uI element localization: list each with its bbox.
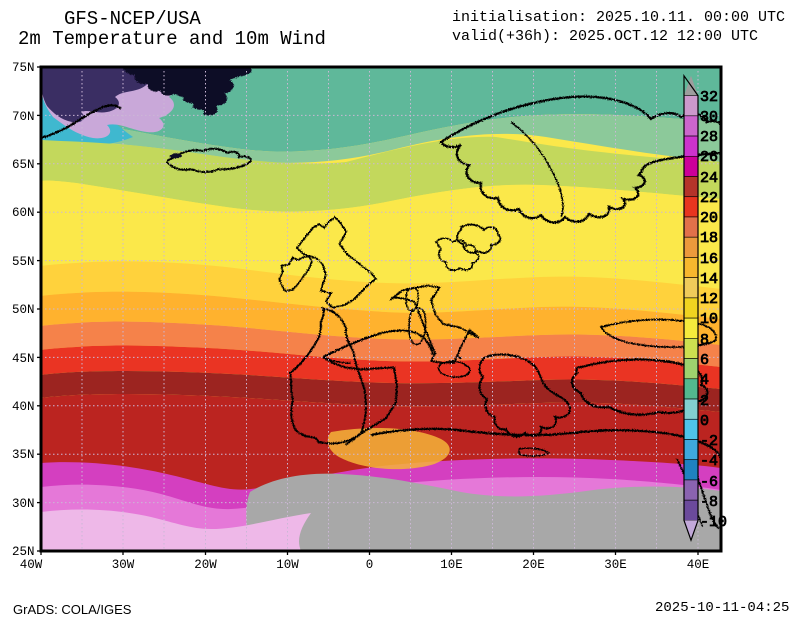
svg-text:6: 6: [700, 352, 709, 369]
svg-text:-10: -10: [700, 514, 727, 531]
svg-text:16: 16: [700, 251, 718, 268]
svg-text:30: 30: [700, 109, 718, 126]
svg-text:10E: 10E: [440, 558, 463, 572]
svg-text:25N: 25N: [12, 545, 35, 559]
svg-text:-6: -6: [700, 474, 718, 491]
svg-text:20: 20: [700, 210, 718, 227]
svg-text:0: 0: [366, 558, 374, 572]
svg-text:26: 26: [700, 149, 718, 166]
svg-text:20W: 20W: [194, 558, 217, 572]
svg-text:65N: 65N: [12, 158, 35, 172]
svg-text:55N: 55N: [12, 255, 35, 269]
svg-text:30E: 30E: [604, 558, 627, 572]
svg-text:35N: 35N: [12, 448, 35, 462]
svg-text:-2: -2: [700, 433, 718, 450]
svg-text:12: 12: [700, 291, 718, 308]
svg-text:60N: 60N: [12, 206, 35, 220]
svg-text:24: 24: [700, 170, 718, 187]
svg-text:8: 8: [700, 332, 709, 349]
svg-text:70N: 70N: [12, 110, 35, 124]
svg-text:22: 22: [700, 190, 718, 207]
svg-text:40W: 40W: [20, 558, 43, 572]
svg-text:50N: 50N: [12, 303, 35, 317]
svg-text:-4: -4: [700, 453, 718, 470]
svg-text:18: 18: [700, 230, 718, 247]
svg-text:75N: 75N: [12, 61, 35, 75]
svg-text:32: 32: [700, 89, 718, 106]
svg-text:2: 2: [700, 393, 709, 410]
svg-text:45N: 45N: [12, 352, 35, 366]
svg-text:-8: -8: [700, 494, 718, 511]
svg-text:4: 4: [700, 372, 709, 389]
svg-text:10W: 10W: [276, 558, 299, 572]
svg-text:30N: 30N: [12, 497, 35, 511]
svg-text:28: 28: [700, 129, 718, 146]
svg-text:40N: 40N: [12, 400, 35, 414]
svg-text:30W: 30W: [112, 558, 135, 572]
svg-text:10: 10: [700, 311, 718, 328]
svg-text:20E: 20E: [522, 558, 545, 572]
svg-text:40E: 40E: [687, 558, 710, 572]
svg-text:0: 0: [700, 413, 709, 430]
svg-text:14: 14: [700, 271, 718, 288]
